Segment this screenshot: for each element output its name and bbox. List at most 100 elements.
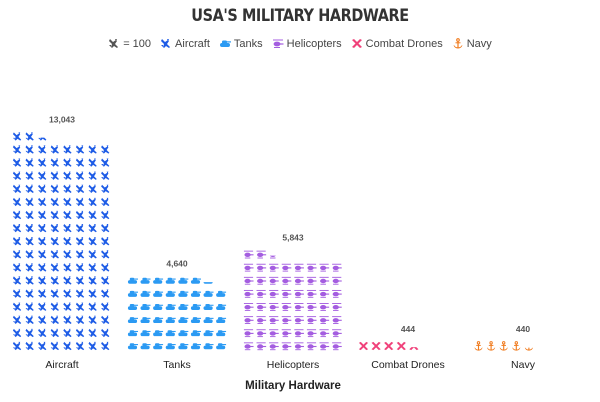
fighter-jet-icon <box>12 263 22 272</box>
tank-icon <box>178 330 189 337</box>
helicopter-icon <box>243 289 254 298</box>
helicopter-icon <box>269 342 279 351</box>
legend-unit-label: = 100 <box>123 38 152 50</box>
helicopter-icon <box>332 329 342 338</box>
fighter-jet-icon <box>75 276 85 285</box>
fighter-jet-icon <box>75 263 85 272</box>
fighter-jet-icon <box>50 224 59 233</box>
tank-icon <box>165 343 176 350</box>
value-label: 444 <box>401 324 415 334</box>
fighter-jet-icon <box>38 315 47 324</box>
helicopter-icon <box>269 255 279 259</box>
tank-icon <box>153 303 164 310</box>
fighter-jet-icon <box>12 197 22 207</box>
fighter-jet-icon <box>63 158 72 167</box>
helicopter-icon <box>306 289 317 298</box>
helicopter-icon <box>319 316 330 324</box>
tank-icon <box>178 343 189 350</box>
fighter-jet-icon <box>38 237 47 246</box>
fighter-jet-icon <box>101 224 110 233</box>
drone-icon <box>396 341 406 351</box>
legend: = 100 Aircraft Tanks Helicopters Combat Dro… <box>0 38 600 50</box>
fighter-jet-icon <box>63 263 72 272</box>
tank-icon <box>127 343 138 350</box>
fighter-jet-icon <box>101 210 110 220</box>
fighter-jet-icon <box>25 263 34 272</box>
anchor-icon <box>511 341 521 352</box>
tank-icon <box>178 303 189 310</box>
fighter-jet-icon <box>25 237 34 246</box>
fighter-jet-icon <box>63 145 72 154</box>
helicopter-icon <box>294 342 304 351</box>
tank-icon <box>165 277 176 284</box>
fighter-jet-icon <box>101 237 110 246</box>
helicopter-icon <box>281 316 292 324</box>
drone-icon <box>358 341 369 351</box>
fighter-jet-icon <box>50 197 59 207</box>
fighter-jet-icon <box>12 250 22 259</box>
fighter-jet-icon <box>63 224 72 233</box>
tank-icon <box>140 330 151 337</box>
fighter-jet-icon <box>88 250 97 259</box>
helicopter-icon <box>256 289 267 298</box>
fighter-jet-icon <box>25 145 34 154</box>
helicopter-icon <box>294 263 304 272</box>
legend-label: Helicopters <box>286 38 342 50</box>
fighter-jet-icon <box>88 289 97 298</box>
fighter-jet-icon <box>50 328 59 338</box>
drone-icon <box>409 347 419 351</box>
fighter-jet-icon <box>75 289 85 298</box>
tank-icon <box>165 317 176 324</box>
tank-icon <box>153 290 164 297</box>
tank-icon <box>216 317 227 324</box>
helicopter-icon <box>269 263 279 272</box>
fighter-jet-icon <box>25 315 34 324</box>
tank-icon <box>140 343 151 350</box>
fighter-jet-icon <box>75 197 85 207</box>
fighter-jet-icon <box>75 184 85 193</box>
tank-icon <box>127 303 138 310</box>
helicopter-icon <box>306 276 317 285</box>
fighter-jet-icon <box>38 197 47 207</box>
chart-title: USA'S MILITARY HARDWARE <box>191 6 409 26</box>
legend-item: Helicopters <box>272 38 342 50</box>
fighter-jet-icon <box>63 210 72 220</box>
fighter-jet-icon <box>12 302 22 311</box>
fighter-jet-icon <box>50 171 59 180</box>
fighter-jet-icon <box>63 184 72 193</box>
tank-icon <box>203 290 214 297</box>
fighter-jet-icon <box>25 210 34 220</box>
fighter-jet-icon <box>75 328 85 338</box>
fighter-jet-icon <box>88 237 97 246</box>
fighter-jet-icon <box>50 276 59 285</box>
legend-label: Tanks <box>233 38 263 50</box>
fighter-jet-icon <box>101 171 110 180</box>
fighter-jet-icon <box>38 224 47 233</box>
helicopter-icon <box>319 263 330 272</box>
fighter-jet-icon <box>38 276 47 285</box>
helicopter-icon <box>306 303 317 311</box>
helicopter-icon <box>243 329 254 338</box>
helicopter-icon <box>243 342 254 351</box>
fighter-jet-icon <box>63 250 72 259</box>
helicopter-icon <box>269 289 279 298</box>
tank-icon <box>153 343 164 350</box>
tank-icon <box>203 282 214 284</box>
fighter-jet-icon <box>88 263 97 272</box>
tank-icon <box>127 277 138 284</box>
tank-icon <box>153 330 164 337</box>
helicopter-icon <box>332 316 342 324</box>
helicopter-icon <box>281 276 292 285</box>
fighter-jet-icon <box>50 184 59 193</box>
legend-item: Tanks <box>219 38 263 50</box>
tank-icon <box>216 290 227 297</box>
fighter-jet-icon <box>63 328 72 338</box>
helicopter-icon <box>256 303 267 311</box>
fighter-jet-icon <box>25 341 34 351</box>
fighter-jet-icon <box>12 315 22 324</box>
fighter-jet-icon <box>12 237 22 246</box>
fighter-jet-icon <box>75 237 85 246</box>
helicopter-icon <box>256 276 267 285</box>
helicopter-icon <box>332 289 342 298</box>
